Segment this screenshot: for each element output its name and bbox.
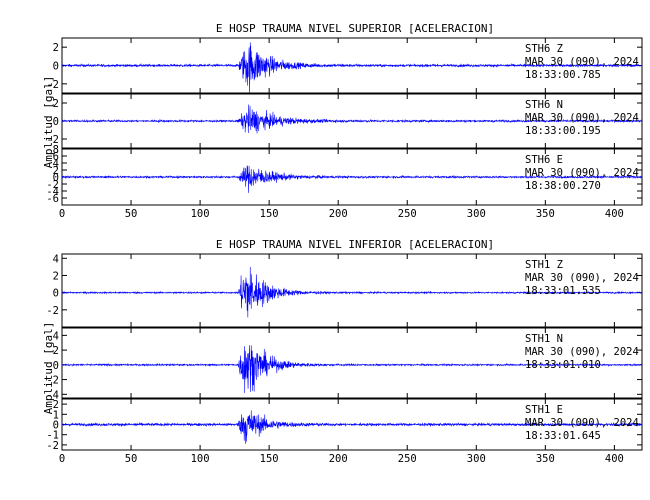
y-tick-label: -6	[46, 193, 59, 205]
x-tick-label: 0	[59, 453, 65, 465]
y-tick-label: 0	[53, 288, 59, 300]
upper-group: E HOSP TRAUMA NIVEL SUPERIOR [ACELERACIO…	[42, 22, 643, 220]
y-tick-label: -2	[46, 134, 59, 146]
trace-date-label: MAR 30 (090), 2024	[525, 112, 639, 124]
y-tick-label: 1	[53, 409, 59, 421]
y-tick-label: 0	[53, 61, 59, 73]
panel-frame	[61, 253, 643, 328]
trace-date-label: MAR 30 (090), 2024	[525, 417, 639, 429]
x-tick-label: 0	[59, 208, 65, 220]
x-tick-label: 150	[260, 208, 279, 220]
y-tick-label: 4	[53, 158, 59, 170]
trace-time-label: 18:33:01.535	[525, 285, 601, 297]
x-tick-label: 250	[398, 208, 417, 220]
x-tick-label: 350	[536, 453, 555, 465]
trace-station-label: STH6 Z	[525, 43, 563, 55]
y-tick-label: -2	[46, 79, 59, 91]
x-tick-label: 250	[398, 453, 417, 465]
y-tick-label: 0	[53, 360, 59, 372]
lower-ylabel: Amplitud [gal]	[42, 322, 55, 415]
trace-date-label: MAR 30 (090), 2024	[525, 56, 639, 68]
y-tick-label: 2	[53, 399, 59, 411]
trace-station-label: STH1 N	[525, 333, 563, 345]
x-tick-label: 400	[605, 208, 624, 220]
lower-title: E HOSP TRAUMA NIVEL INFERIOR [ACELERACIO…	[216, 238, 494, 251]
trace-time-label: 18:38:00.270	[525, 180, 601, 192]
x-tick-label: 150	[260, 453, 279, 465]
x-tick-label: 400	[605, 453, 624, 465]
trace-time-label: 18:33:01.645	[525, 430, 601, 442]
y-tick-label: -2	[46, 440, 59, 452]
y-tick-label: -4	[46, 389, 59, 401]
trace-station-label: STH1 E	[525, 404, 563, 416]
upper-ylabel: Amplitud [gal]	[42, 76, 55, 169]
trace-station-label: STH1 Z	[525, 259, 563, 271]
trace-date-label: MAR 30 (090), 2024	[525, 167, 639, 179]
y-tick-label: 6	[53, 151, 59, 163]
y-tick-label: 0	[53, 116, 59, 128]
waveform-line	[61, 165, 643, 193]
upper-title: E HOSP TRAUMA NIVEL SUPERIOR [ACELERACIO…	[216, 22, 494, 35]
trace-time-label: 18:33:01.010	[525, 359, 601, 371]
y-tick-label: 8	[53, 144, 59, 156]
trace-time-label: 18:33:00.195	[525, 125, 601, 137]
waveform-line	[61, 410, 643, 444]
y-tick-label: 2	[53, 98, 59, 110]
x-tick-label: 100	[191, 208, 210, 220]
y-tick-label: 2	[53, 42, 59, 54]
y-tick-label: 4	[53, 253, 59, 265]
x-tick-label: 300	[467, 453, 486, 465]
x-tick-label: 200	[329, 453, 348, 465]
y-tick-label: 0	[53, 172, 59, 184]
waveform-line	[61, 266, 642, 318]
x-tick-label: 50	[125, 208, 138, 220]
waveform-line	[61, 42, 643, 94]
trace-date-label: MAR 30 (090), 2024	[525, 272, 639, 284]
y-tick-label: 4	[53, 330, 59, 342]
x-tick-label: 50	[125, 453, 138, 465]
y-tick-label: 0	[53, 420, 59, 432]
lower-group: E HOSP TRAUMA NIVEL INFERIOR [ACELERACIO…	[42, 238, 643, 465]
x-tick-label: 100	[191, 453, 210, 465]
y-tick-label: -4	[46, 186, 59, 198]
panel-frame	[61, 327, 643, 399]
y-tick-label: 2	[53, 345, 59, 357]
x-tick-label: 300	[467, 208, 486, 220]
trace-station-label: STH6 E	[525, 154, 563, 166]
trace-time-label: 18:33:00.785	[525, 69, 601, 81]
x-tick-label: 200	[329, 208, 348, 220]
x-tick-label: 350	[536, 208, 555, 220]
trace-station-label: STH6 N	[525, 99, 563, 111]
y-tick-label: -1	[46, 430, 59, 442]
waveform-line	[61, 345, 643, 394]
y-tick-label: 2	[53, 270, 59, 282]
y-tick-label: 2	[53, 165, 59, 177]
y-tick-label: -2	[46, 375, 59, 387]
waveform-line	[61, 104, 643, 134]
y-tick-label: -2	[46, 179, 59, 191]
y-tick-label: -2	[46, 305, 59, 317]
trace-date-label: MAR 30 (090), 2024	[525, 346, 639, 358]
